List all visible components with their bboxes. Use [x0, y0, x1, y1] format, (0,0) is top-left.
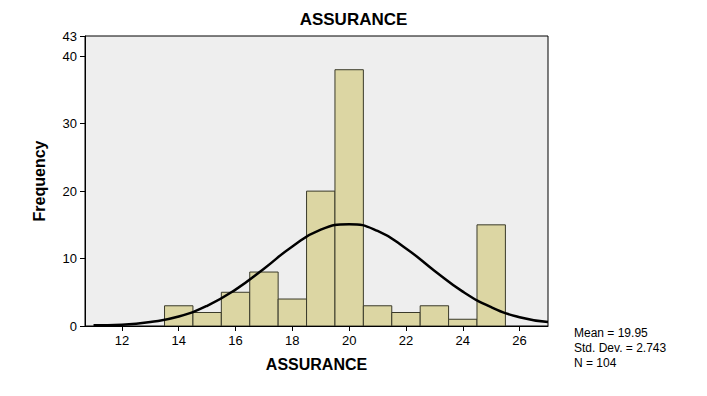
svg-text:N = 104: N = 104 [574, 356, 617, 370]
svg-text:16: 16 [228, 333, 242, 348]
svg-text:Std. Dev. = 2.743: Std. Dev. = 2.743 [574, 341, 666, 355]
svg-text:10: 10 [63, 251, 77, 266]
svg-text:26: 26 [512, 333, 526, 348]
svg-text:43: 43 [63, 29, 77, 44]
svg-text:ASSURANCE: ASSURANCE [300, 10, 408, 29]
svg-text:20: 20 [63, 184, 77, 199]
svg-text:18: 18 [285, 333, 299, 348]
svg-text:0: 0 [70, 319, 77, 334]
svg-text:24: 24 [456, 333, 470, 348]
svg-text:Mean = 19.95: Mean = 19.95 [574, 326, 648, 340]
svg-text:14: 14 [172, 333, 186, 348]
svg-text:Frequency: Frequency [31, 140, 48, 221]
svg-text:22: 22 [399, 333, 413, 348]
svg-text:40: 40 [63, 49, 77, 64]
svg-text:12: 12 [115, 333, 129, 348]
svg-text:20: 20 [342, 333, 356, 348]
svg-text:30: 30 [63, 116, 77, 131]
svg-text:ASSURANCE: ASSURANCE [266, 356, 368, 373]
